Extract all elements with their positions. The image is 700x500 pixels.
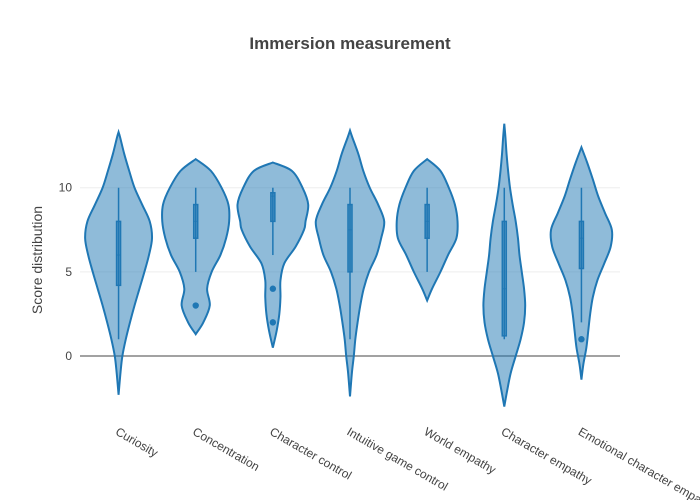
x-tick-label: Curiosity [113,424,160,459]
y-axis-label: Score distribution [29,206,45,314]
x-tick-label: World empathy [422,424,499,476]
violin-group [482,123,527,407]
violin-group [549,144,614,380]
x-tick-label: Character control [267,424,354,482]
outlier-point [192,302,199,309]
chart-title: Immersion measurement [249,34,451,53]
y-tick-layer: 0 5 10 [59,181,73,363]
outlier-point [269,319,277,326]
violin-group [84,128,154,395]
x-tick-label: Emotional character empathy [576,424,700,500]
y-tick-label: 10 [59,181,73,195]
x-tick-layer: Curiosity Concentration Character controlI… [113,424,700,500]
violin-group [236,161,310,348]
violin-box [501,220,508,337]
x-tick-label: Concentration [190,424,262,473]
y-tick-label: 0 [65,349,72,363]
violin-body [236,161,310,348]
violin-group [395,157,459,304]
violin-box [578,220,585,270]
outlier-point [578,336,585,343]
violin-box [115,220,122,287]
y-tick-label: 5 [65,265,72,279]
outlier-point [269,285,277,292]
violin-layer [84,123,614,407]
violin-group [161,157,231,337]
violin-box [347,203,353,273]
violin-box [270,192,276,223]
violin-group [314,127,386,397]
